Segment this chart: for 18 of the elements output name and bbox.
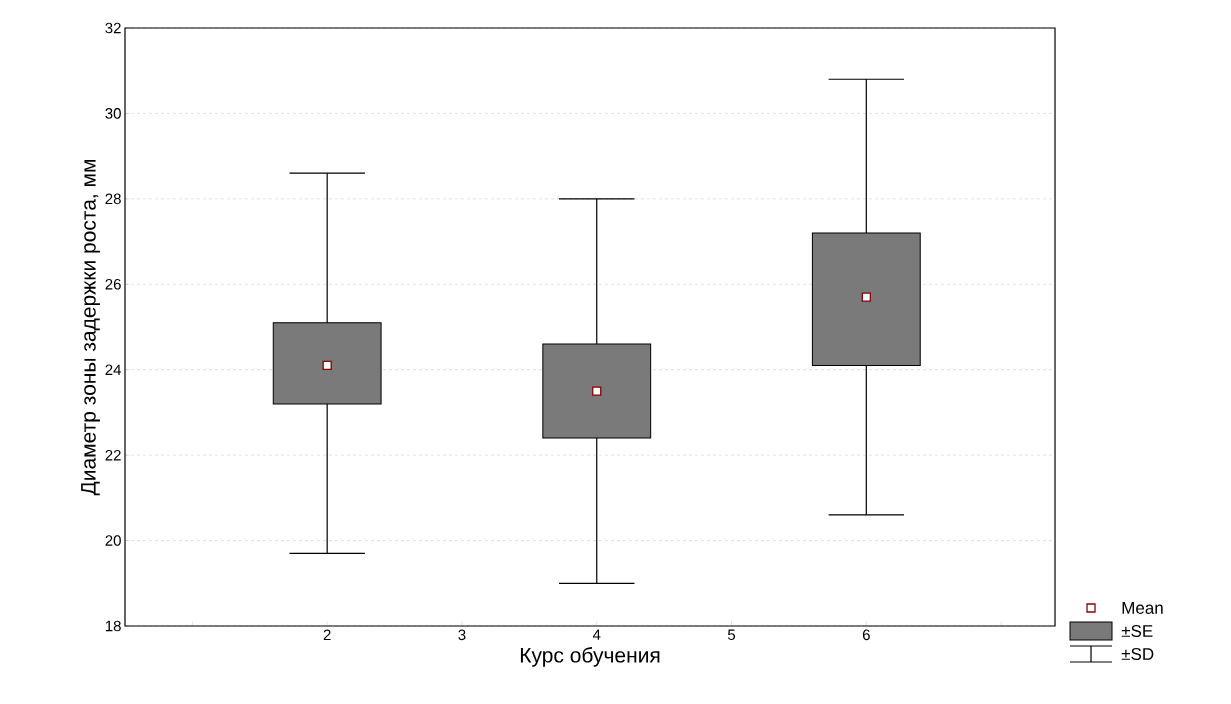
x-tick-label: 5 (727, 629, 736, 640)
y-tick-label: 32 (105, 22, 121, 34)
x-tick-label: 3 (458, 629, 466, 641)
y-tick-label: 28 (105, 193, 121, 205)
x-axis-title: Курс обучения (520, 647, 660, 667)
text: ±SD (1121, 647, 1154, 661)
y-tick-label: 26 (105, 278, 121, 290)
y-tick-label: 18 (105, 620, 121, 632)
x-tick-label: 4 (592, 629, 601, 640)
text: Mean (1122, 602, 1163, 614)
x-tick-label: 2 (323, 629, 331, 640)
legend-label: ±SE (1121, 624, 1153, 638)
y-tick-label: 22 (105, 449, 121, 461)
x-tick-label: 6 (862, 629, 870, 641)
y-tick-label: 30 (105, 108, 121, 119)
y-tick-label: 24 (105, 364, 122, 375)
y-tick-label: 20 (105, 535, 121, 546)
y-axis-title: Диаметр зоны задержки роста, мм (81, 160, 100, 496)
